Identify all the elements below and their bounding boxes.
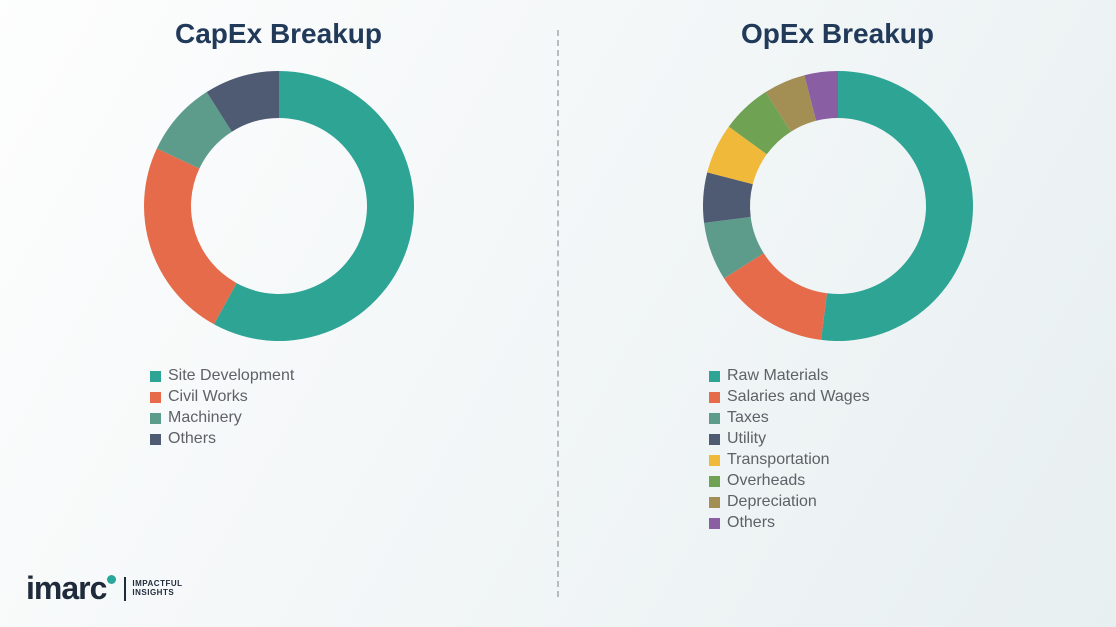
opex-legend-label-2: Taxes (727, 409, 769, 427)
opex-legend-label-7: Others (727, 514, 775, 532)
opex-legend-swatch-0 (709, 371, 720, 382)
capex-legend: Site Development Civil Works Machinery Othe… (40, 364, 294, 451)
capex-legend-row-1: Civil Works (150, 388, 294, 406)
capex-donut (129, 56, 429, 356)
opex-legend-swatch-1 (709, 392, 720, 403)
opex-legend-label-6: Depreciation (727, 493, 817, 511)
brand-logo-text: imarc (26, 570, 116, 607)
opex-legend-row-6: Depreciation (709, 493, 870, 511)
opex-legend-label-5: Overheads (727, 472, 805, 490)
opex-legend-label-0: Raw Materials (727, 367, 828, 385)
capex-legend-row-0: Site Development (150, 367, 294, 385)
capex-legend-label-1: Civil Works (168, 388, 248, 406)
opex-legend-swatch-2 (709, 413, 720, 424)
capex-legend-swatch-3 (150, 434, 161, 445)
capex-legend-swatch-2 (150, 413, 161, 424)
opex-legend-swatch-3 (709, 434, 720, 445)
opex-legend-row-7: Others (709, 514, 870, 532)
capex-donut-svg (129, 56, 429, 356)
opex-legend-label-3: Utility (727, 430, 766, 448)
opex-donut-svg (688, 56, 988, 356)
opex-panel: OpEx Breakup Raw Materials Salaries and W… (559, 0, 1116, 627)
opex-legend-label-1: Salaries and Wages (727, 388, 870, 406)
capex-slice-1 (144, 149, 237, 325)
brand-tagline-line2: INSIGHTS (132, 588, 174, 597)
capex-legend-label-0: Site Development (168, 367, 294, 385)
opex-legend-swatch-6 (709, 497, 720, 508)
brand-logo-separator (124, 577, 126, 601)
opex-legend-row-2: Taxes (709, 409, 870, 427)
brand-logo-word: imarc (26, 570, 106, 607)
opex-legend-row-5: Overheads (709, 472, 870, 490)
opex-legend-swatch-5 (709, 476, 720, 487)
capex-panel: CapEx Breakup Site Development Civil Work… (0, 0, 557, 627)
opex-title: OpEx Breakup (741, 18, 934, 50)
opex-legend-row-3: Utility (709, 430, 870, 448)
page-root: CapEx Breakup Site Development Civil Work… (0, 0, 1116, 627)
opex-legend-swatch-4 (709, 455, 720, 466)
brand-logo-tagline: IMPACTFUL INSIGHTS (132, 580, 182, 597)
opex-legend-row-4: Transportation (709, 451, 870, 469)
capex-legend-swatch-1 (150, 392, 161, 403)
opex-legend-row-1: Salaries and Wages (709, 388, 870, 406)
capex-legend-label-2: Machinery (168, 409, 242, 427)
opex-slice-0 (821, 71, 973, 341)
opex-donut (688, 56, 988, 356)
capex-legend-swatch-0 (150, 371, 161, 382)
capex-legend-row-3: Others (150, 430, 294, 448)
capex-legend-row-2: Machinery (150, 409, 294, 427)
capex-legend-label-3: Others (168, 430, 216, 448)
brand-logo: imarc IMPACTFUL INSIGHTS (26, 570, 183, 607)
opex-legend-swatch-7 (709, 518, 720, 529)
brand-logo-dot-icon (107, 575, 116, 584)
opex-legend: Raw Materials Salaries and Wages Taxes Util… (599, 364, 870, 535)
opex-legend-row-0: Raw Materials (709, 367, 870, 385)
capex-title: CapEx Breakup (175, 18, 382, 50)
opex-legend-label-4: Transportation (727, 451, 830, 469)
